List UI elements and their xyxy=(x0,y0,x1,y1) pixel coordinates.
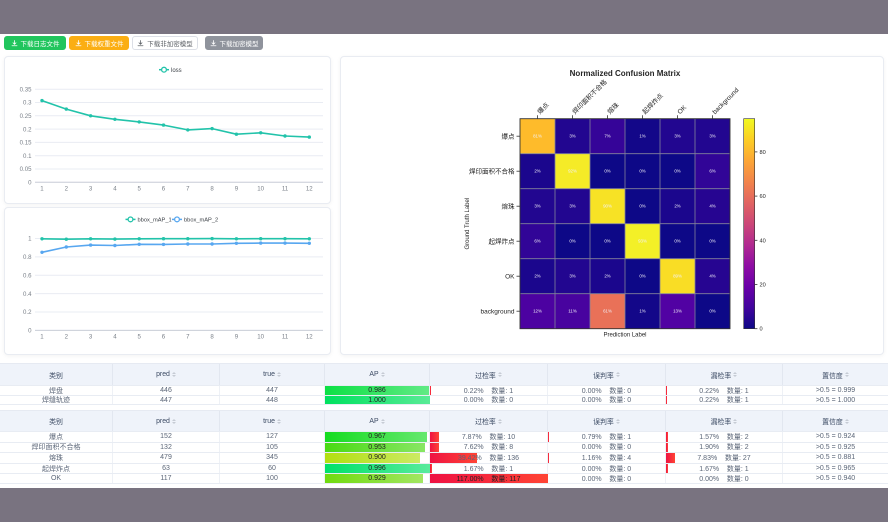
svg-text:0.3: 0.3 xyxy=(23,100,32,107)
svg-text:3%: 3% xyxy=(534,204,540,209)
svg-text:焊印面积不合格: 焊印面积不合格 xyxy=(469,166,515,175)
svg-text:1%: 1% xyxy=(639,309,645,314)
svg-text:OK: OK xyxy=(676,104,688,116)
svg-text:1: 1 xyxy=(40,186,44,193)
svg-text:起焊炸点: 起焊炸点 xyxy=(640,91,665,116)
svg-text:3%: 3% xyxy=(569,134,575,139)
svg-text:0.4: 0.4 xyxy=(23,291,32,298)
svg-text:9: 9 xyxy=(235,186,239,193)
svg-text:0.15: 0.15 xyxy=(20,140,32,147)
svg-text:0%: 0% xyxy=(674,169,680,174)
svg-text:61%: 61% xyxy=(603,309,612,314)
svg-text:7: 7 xyxy=(186,334,190,341)
svg-text:0%: 0% xyxy=(639,169,645,174)
svg-text:Normalized Confusion Matrix: Normalized Confusion Matrix xyxy=(570,69,681,78)
svg-text:5: 5 xyxy=(138,186,142,193)
svg-text:5: 5 xyxy=(138,334,142,341)
svg-text:40: 40 xyxy=(760,238,766,244)
svg-text:1: 1 xyxy=(40,334,44,341)
svg-text:熔珠: 熔珠 xyxy=(605,100,621,116)
svg-text:Ground Truth Label: Ground Truth Label xyxy=(465,198,471,250)
svg-text:1%: 1% xyxy=(639,134,645,139)
svg-text:3: 3 xyxy=(89,334,93,341)
svg-text:93%: 93% xyxy=(638,239,647,244)
svg-text:8: 8 xyxy=(210,334,214,341)
svg-text:60: 60 xyxy=(760,194,766,200)
svg-text:89%: 89% xyxy=(673,274,682,279)
svg-text:0%: 0% xyxy=(604,239,610,244)
svg-text:Prediction Label: Prediction Label xyxy=(603,333,646,339)
svg-text:2%: 2% xyxy=(534,274,540,279)
svg-text:10: 10 xyxy=(257,334,264,341)
svg-text:0%: 0% xyxy=(569,239,575,244)
svg-text:3%: 3% xyxy=(569,274,575,279)
svg-text:0.1: 0.1 xyxy=(23,153,32,160)
svg-text:0%: 0% xyxy=(709,309,715,314)
svg-text:2%: 2% xyxy=(534,169,540,174)
svg-text:8: 8 xyxy=(210,186,214,193)
svg-text:20: 20 xyxy=(760,283,766,289)
svg-text:92%: 92% xyxy=(568,169,577,174)
svg-text:0%: 0% xyxy=(639,204,645,209)
svg-text:起焊炸点: 起焊炸点 xyxy=(489,236,516,245)
svg-text:1: 1 xyxy=(28,236,32,243)
svg-text:7: 7 xyxy=(186,186,190,193)
svg-text:80: 80 xyxy=(760,150,766,156)
svg-text:爆点: 爆点 xyxy=(535,100,551,116)
svg-text:4: 4 xyxy=(113,334,117,341)
svg-text:0%: 0% xyxy=(639,274,645,279)
svg-text:0%: 0% xyxy=(604,169,610,174)
svg-text:90%: 90% xyxy=(603,204,612,209)
svg-text:7%: 7% xyxy=(604,134,610,139)
svg-text:81%: 81% xyxy=(533,134,542,139)
svg-text:0: 0 xyxy=(28,180,32,187)
svg-text:0%: 0% xyxy=(709,239,715,244)
svg-text:爆点: 爆点 xyxy=(502,131,516,140)
svg-text:0.2: 0.2 xyxy=(23,126,32,133)
svg-text:3%: 3% xyxy=(709,134,715,139)
svg-text:3: 3 xyxy=(89,186,93,193)
svg-text:0.35: 0.35 xyxy=(20,86,32,93)
svg-text:bbox_mAP_1: bbox_mAP_1 xyxy=(138,218,172,224)
svg-text:6: 6 xyxy=(162,334,166,341)
svg-text:4: 4 xyxy=(113,186,117,193)
svg-text:4%: 4% xyxy=(709,274,715,279)
svg-text:bbox_mAP_2: bbox_mAP_2 xyxy=(184,218,218,224)
svg-text:焊印面积不合格: 焊印面积不合格 xyxy=(570,77,609,116)
svg-text:0.25: 0.25 xyxy=(20,113,32,120)
svg-text:11%: 11% xyxy=(568,309,577,314)
svg-text:11: 11 xyxy=(282,186,289,193)
svg-text:12%: 12% xyxy=(533,309,542,314)
svg-text:6%: 6% xyxy=(709,169,715,174)
svg-text:loss: loss xyxy=(171,68,182,74)
svg-text:background: background xyxy=(481,308,515,315)
svg-text:0.2: 0.2 xyxy=(23,309,32,316)
svg-text:2%: 2% xyxy=(604,274,610,279)
svg-text:13%: 13% xyxy=(673,309,682,314)
svg-text:3%: 3% xyxy=(569,204,575,209)
svg-text:0.8: 0.8 xyxy=(23,254,32,261)
svg-text:熔珠: 熔珠 xyxy=(502,201,516,210)
svg-text:4%: 4% xyxy=(709,204,715,209)
svg-text:10: 10 xyxy=(257,186,264,193)
svg-text:0: 0 xyxy=(28,328,32,335)
svg-text:6: 6 xyxy=(162,186,166,193)
svg-text:11: 11 xyxy=(282,334,289,341)
svg-text:12: 12 xyxy=(306,186,313,193)
svg-text:OK: OK xyxy=(505,273,515,280)
svg-text:0: 0 xyxy=(760,327,763,333)
svg-text:2: 2 xyxy=(65,186,69,193)
svg-text:3%: 3% xyxy=(674,134,680,139)
svg-text:12: 12 xyxy=(306,334,313,341)
svg-text:2: 2 xyxy=(65,334,69,341)
svg-text:2%: 2% xyxy=(674,204,680,209)
svg-text:9: 9 xyxy=(235,334,239,341)
svg-text:0%: 0% xyxy=(674,239,680,244)
svg-text:background: background xyxy=(711,87,740,116)
svg-text:6%: 6% xyxy=(534,239,540,244)
svg-text:0.05: 0.05 xyxy=(20,166,32,173)
svg-text:0.6: 0.6 xyxy=(23,273,32,280)
